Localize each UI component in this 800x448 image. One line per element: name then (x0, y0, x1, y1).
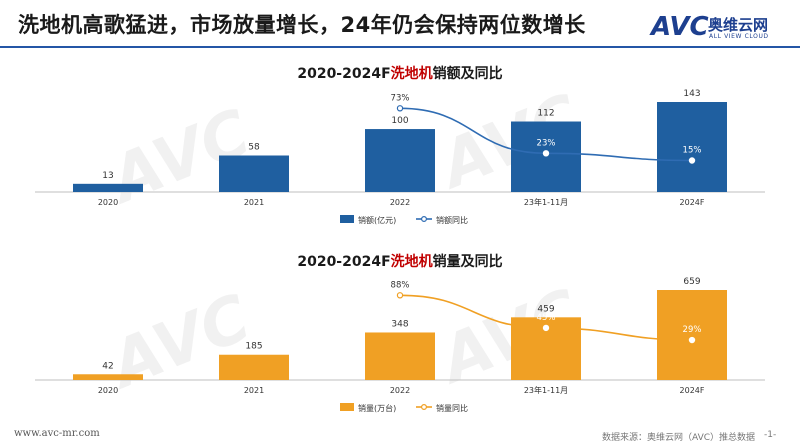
chart-title-highlight: 洗地机 (390, 66, 433, 82)
legend-swatch-bar (340, 403, 354, 411)
chart-title-sales-value: 2020-2024F洗地机销额及同比 (0, 63, 800, 83)
header: 洗地机高歌猛进，市场放量增长，24年仍会保持两位数增长 AVC 奥维云网 ALL… (0, 0, 800, 48)
bar-value-label: 659 (683, 277, 700, 287)
x-tick-label: 2022 (390, 198, 410, 207)
yoy-point (542, 324, 550, 332)
legend-label-bar: 销额(亿元) (358, 215, 396, 225)
bar-value-label: 112 (537, 109, 554, 119)
bar-value-label: 459 (537, 304, 554, 314)
yoy-point (688, 336, 696, 344)
logo-name-en: ALL VIEW CLOUD (709, 33, 769, 40)
yoy-point (542, 150, 550, 157)
header-rule (0, 46, 800, 48)
bar-2024F (657, 102, 727, 192)
yoy-value-label: 45% (537, 313, 556, 323)
yoy-value-label: 88% (391, 280, 410, 290)
bar-2021 (219, 155, 289, 192)
footer-url[interactable]: www.avc-mr.com (14, 428, 100, 439)
chart-title-prefix: 2020-2024F (297, 66, 391, 82)
yoy-value-label: 29% (683, 325, 702, 335)
legend-swatch-bar (340, 215, 354, 223)
bar-2020 (73, 374, 143, 380)
bar-value-label: 185 (245, 342, 262, 352)
bar-2020 (73, 183, 143, 192)
page-number: -1- (764, 430, 777, 440)
yoy-point (396, 105, 404, 112)
yoy-point (396, 292, 404, 299)
chart-title-sales-volume: 2020-2024F洗地机销量及同比 (0, 251, 800, 271)
bar-value-label: 143 (683, 89, 700, 99)
x-tick-label: 23年1-11月 (524, 197, 568, 207)
legend-label-line: 销额同比 (436, 215, 468, 225)
page-title: 洗地机高歌猛进，市场放量增长，24年仍会保持两位数增长 (18, 13, 586, 37)
yoy-point (688, 157, 696, 164)
x-tick-label: 2021 (244, 198, 264, 207)
avc-logo: AVC 奥维云网 ALL VIEW CLOUD (651, 14, 781, 44)
x-tick-label: 2022 (390, 386, 410, 395)
bar-2021 (219, 354, 289, 380)
chart-title-suffix: 销额及同比 (432, 66, 503, 82)
yoy-value-label: 23% (537, 138, 556, 148)
legend-marker-line (421, 404, 428, 411)
x-tick-label: 2020 (98, 386, 118, 395)
chart-sales-volume: 42 2020 185 2021 348 2022 459 23年1-11月 659 2024F 8… (35, 277, 765, 413)
x-tick-label: 2020 (98, 198, 118, 207)
x-tick-label: 2024F (680, 198, 705, 207)
yoy-value-label: 15% (683, 146, 702, 156)
logo-mark: AVC (651, 12, 709, 42)
bar-value-label: 42 (102, 361, 113, 371)
legend-label-line: 销量同比 (436, 403, 468, 413)
bar-2022 (365, 332, 435, 380)
chart-sales-value: 13 2020 58 2021 100 2022 112 23年1-11月 143 2024F 73… (35, 89, 765, 225)
bar-value-label: 13 (102, 171, 113, 181)
bar-2022 (365, 129, 435, 192)
bar-value-label: 348 (391, 319, 408, 329)
data-source: 数据来源：奥维云网（AVC）推总数据 (602, 433, 756, 443)
bar-2024F (657, 290, 727, 380)
x-tick-label: 23年1-11月 (524, 385, 568, 395)
legend-label-bar: 销量(万台) (358, 403, 396, 413)
bar-value-label: 58 (248, 142, 260, 152)
yoy-value-label: 73% (391, 93, 410, 103)
chart-title-prefix: 2020-2024F (297, 254, 391, 270)
x-tick-label: 2024F (680, 386, 705, 395)
x-tick-label: 2021 (244, 386, 264, 395)
bar-23年1-11月 (511, 121, 581, 192)
bar-value-label: 100 (391, 116, 408, 126)
chart-title-suffix: 销量及同比 (432, 254, 503, 270)
legend-marker-line (421, 216, 428, 223)
chart-title-highlight: 洗地机 (390, 254, 433, 270)
logo-name-cn: 奥维云网 (708, 16, 769, 34)
